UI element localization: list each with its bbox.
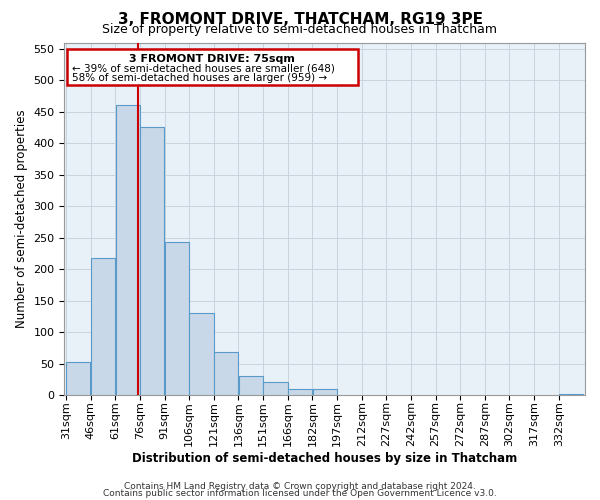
Text: 3, FROMONT DRIVE, THATCHAM, RG19 3PE: 3, FROMONT DRIVE, THATCHAM, RG19 3PE	[118, 12, 482, 28]
Text: 3 FROMONT DRIVE: 75sqm: 3 FROMONT DRIVE: 75sqm	[129, 54, 295, 64]
Bar	[66, 362, 91, 395]
Bar	[165, 242, 189, 395]
X-axis label: Distribution of semi-detached houses by size in Thatcham: Distribution of semi-detached houses by …	[132, 452, 517, 465]
Text: Size of property relative to semi-detached houses in Thatcham: Size of property relative to semi-detach…	[103, 22, 497, 36]
Bar	[313, 389, 337, 395]
Bar	[559, 394, 583, 395]
FancyBboxPatch shape	[67, 50, 358, 86]
Text: Contains public sector information licensed under the Open Government Licence v3: Contains public sector information licen…	[103, 489, 497, 498]
Bar	[263, 382, 287, 395]
Text: 58% of semi-detached houses are larger (959) →: 58% of semi-detached houses are larger (…	[72, 74, 327, 84]
Text: Contains HM Land Registry data © Crown copyright and database right 2024.: Contains HM Land Registry data © Crown c…	[124, 482, 476, 491]
Bar	[190, 313, 214, 395]
Bar	[140, 128, 164, 395]
Text: ← 39% of semi-detached houses are smaller (648): ← 39% of semi-detached houses are smalle…	[72, 64, 335, 74]
Bar	[239, 376, 263, 395]
Bar	[91, 258, 115, 395]
Y-axis label: Number of semi-detached properties: Number of semi-detached properties	[15, 110, 28, 328]
Bar	[214, 352, 238, 395]
Bar	[288, 390, 312, 395]
Bar	[116, 106, 140, 395]
